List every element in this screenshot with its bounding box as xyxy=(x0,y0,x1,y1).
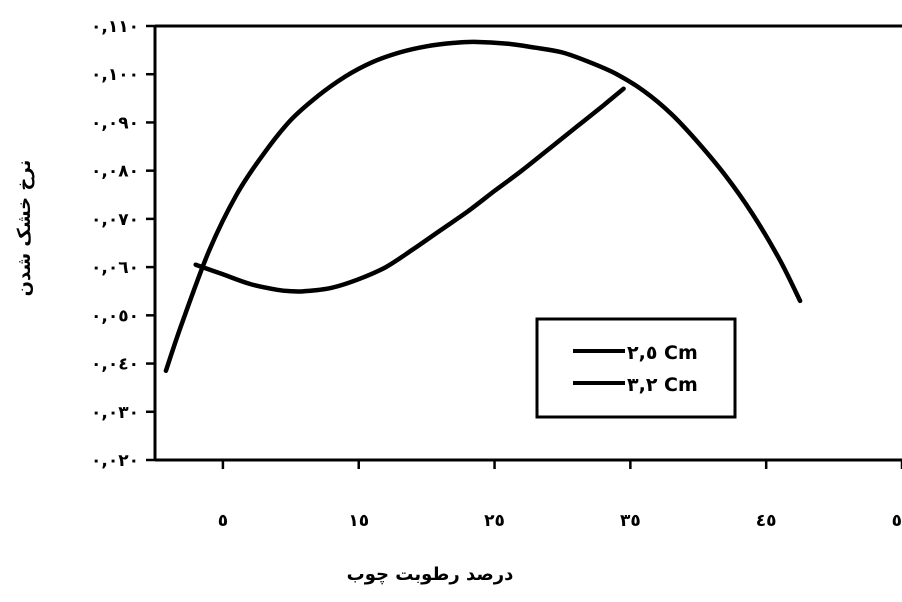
x-tick-label: ٣٥ xyxy=(620,511,641,531)
series-layer xyxy=(163,39,803,374)
y-tick-label: ٠,٠٥٠ xyxy=(91,306,139,326)
series-line-1 xyxy=(163,39,803,374)
y-axis-title: نرخ خشک شدن xyxy=(14,160,35,297)
legend-box xyxy=(535,317,737,419)
y-axis: ٠,٠٢٠ ٠,٠٣٠ ٠,٠٤٠ ٠,٠٥٠ ٠,٠٦٠ ٠,٠٧٠ ٠,٠٨٠ ٠,٠٩٠… xyxy=(91,17,155,471)
y-tick-label: ٠,٠٢٠ xyxy=(91,451,139,471)
x-tick-label: ١٥ xyxy=(348,511,369,531)
y-tick-label: ٠,٠٦٠ xyxy=(91,258,139,278)
x-tick-label: ٢٥ xyxy=(484,511,505,531)
legend: ٢,٥ Cm ٣,٢ Cm xyxy=(535,317,737,419)
legend-label-series-1: ٢,٥ Cm xyxy=(627,342,698,364)
y-tick-label: ٠,١٠٠ xyxy=(91,65,139,85)
y-tick-label: ٠,٠٩٠ xyxy=(91,113,139,133)
x-tick-label: ٤٥ xyxy=(756,511,777,531)
y-tick-label: ٠,٠٨٠ xyxy=(91,162,139,182)
x-tick-label: ٥٥ xyxy=(892,511,902,531)
series-line-2 xyxy=(193,86,626,294)
legend-label-series-2: ٣,٢ Cm xyxy=(627,374,698,396)
x-axis: ٥ ١٥ ٢٥ ٣٥ ٤٥ ٥٥ xyxy=(218,460,902,531)
y-tick-label: ٠,٠٣٠ xyxy=(91,403,139,423)
y-tick-label: ٠,٠٧٠ xyxy=(91,210,139,230)
plot-area xyxy=(153,24,902,462)
x-axis-title: درصد رطوبت چوب xyxy=(347,564,514,585)
y-tick-label: ٠,١١٠ xyxy=(91,17,139,37)
x-tick-label: ٥ xyxy=(218,511,228,531)
y-tick-label: ٠,٠٤٠ xyxy=(91,355,139,375)
